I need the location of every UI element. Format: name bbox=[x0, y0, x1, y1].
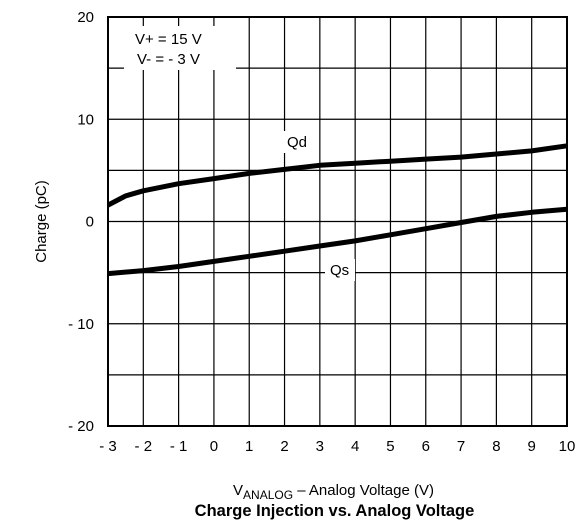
x-tick-label: 3 bbox=[316, 438, 324, 455]
y-tick-label: - 20 bbox=[68, 418, 94, 435]
x-tick-label: 4 bbox=[351, 438, 359, 455]
x-tick-label: - 3 bbox=[99, 438, 117, 455]
x-axis-label-main: V bbox=[233, 482, 243, 499]
y-tick-label: 10 bbox=[77, 111, 94, 128]
x-tick-label: 8 bbox=[492, 438, 500, 455]
chart-title: Charge Injection vs. Analog Voltage bbox=[195, 502, 475, 520]
condition-vplus: V+ = 15 V bbox=[135, 31, 202, 48]
y-tick-label: - 10 bbox=[68, 316, 94, 333]
x-axis-label-subscript: ANALOG bbox=[243, 488, 293, 502]
conditions-box bbox=[124, 26, 236, 70]
series-label-qd: Qd bbox=[287, 134, 307, 151]
series-label-bg-qd bbox=[282, 131, 312, 153]
series-label-bg-qs bbox=[325, 259, 355, 281]
plot-frame bbox=[107, 16, 568, 427]
x-axis-label: VANALOG – Analog Voltage (V) bbox=[233, 482, 434, 502]
condition-vminus: V- = - 3 V bbox=[137, 51, 200, 68]
series-label-qs: Qs bbox=[330, 262, 349, 279]
series-line-qd bbox=[106, 143, 568, 208]
y-tick-label: 20 bbox=[77, 9, 94, 26]
x-tick-label: - 1 bbox=[170, 438, 188, 455]
x-tick-label: 9 bbox=[528, 438, 536, 455]
x-tick-label: 10 bbox=[559, 438, 576, 455]
x-tick-label: - 2 bbox=[135, 438, 153, 455]
x-tick-label: 1 bbox=[245, 438, 253, 455]
x-tick-label: 6 bbox=[422, 438, 430, 455]
x-tick-labels: - 3 - 2 - 1 0 1 2 3 4 5 6 7 8 9 10 bbox=[99, 438, 575, 455]
y-tick-label: 0 bbox=[86, 214, 94, 231]
grid bbox=[108, 17, 567, 426]
y-axis-label: Charge (pC) bbox=[33, 180, 50, 263]
series-line-qs bbox=[107, 206, 568, 277]
x-tick-label: 7 bbox=[457, 438, 465, 455]
x-axis-label-rest: – Analog Voltage (V) bbox=[293, 482, 434, 499]
x-tick-label: 5 bbox=[386, 438, 394, 455]
series-layer bbox=[106, 143, 568, 277]
x-tick-label: 2 bbox=[280, 438, 288, 455]
x-tick-label: 0 bbox=[210, 438, 218, 455]
y-tick-labels: - 20 - 10 0 10 20 bbox=[68, 9, 94, 435]
